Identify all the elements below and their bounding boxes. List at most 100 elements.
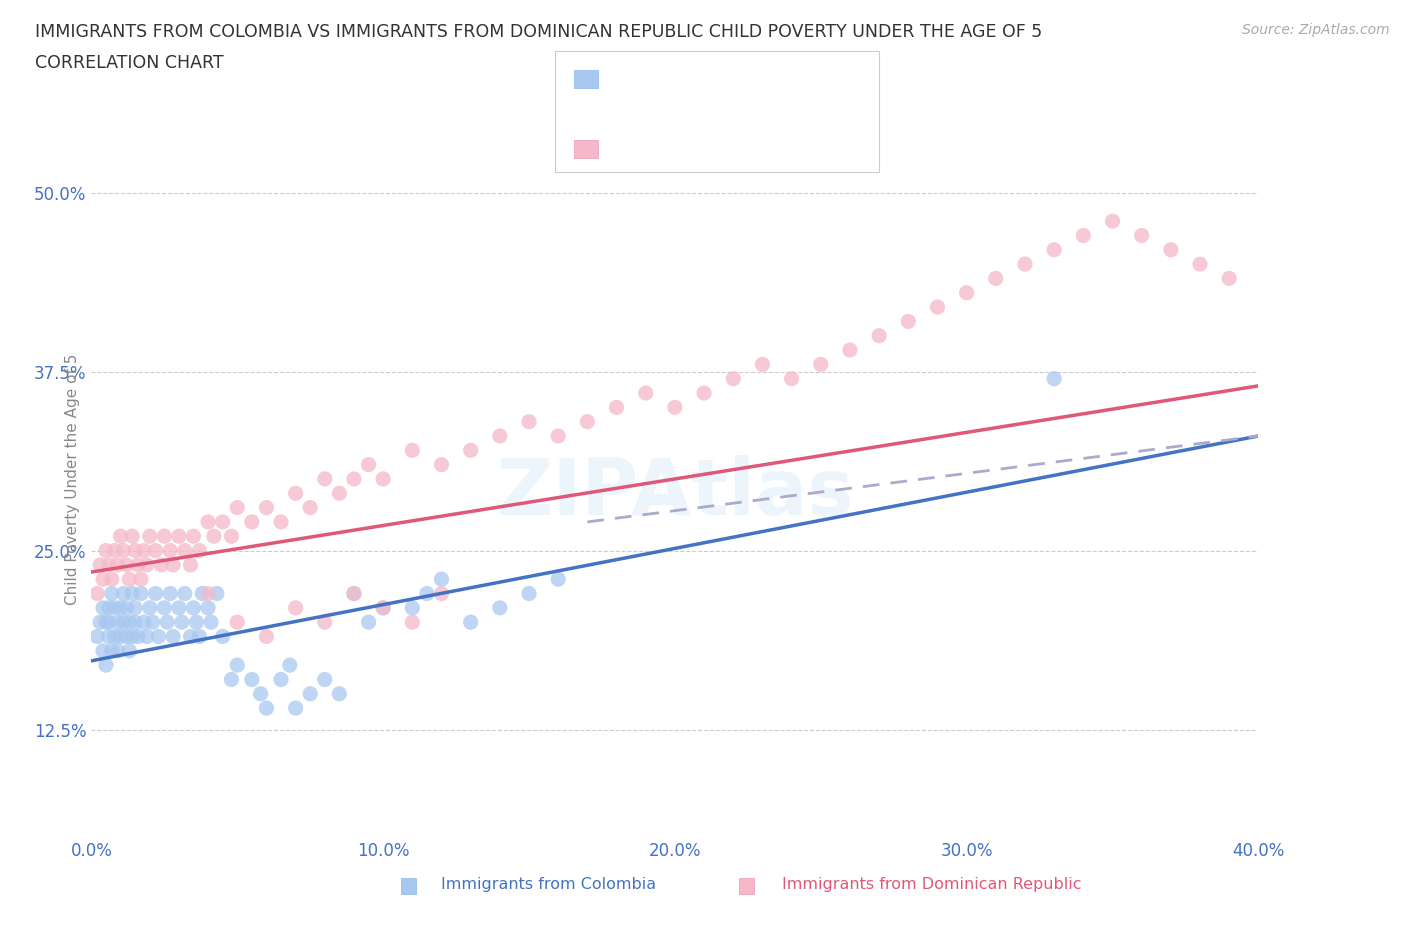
Point — [170, 615, 193, 630]
Point — [183, 529, 205, 544]
Point — [180, 629, 202, 644]
Text: IMMIGRANTS FROM COLOMBIA VS IMMIGRANTS FROM DOMINICAN REPUBLIC CHILD POVERTY UND: IMMIGRANTS FROM COLOMBIA VS IMMIGRANTS F… — [35, 23, 1042, 41]
Point — [328, 485, 350, 500]
Point — [86, 629, 108, 644]
Point — [101, 572, 124, 587]
Point — [634, 386, 657, 401]
Point — [97, 557, 120, 572]
Point — [416, 586, 439, 601]
Point — [159, 543, 181, 558]
Point — [188, 629, 211, 644]
Point — [314, 472, 336, 486]
Point — [153, 601, 176, 616]
Point — [240, 672, 263, 687]
Point — [284, 485, 307, 500]
Point — [97, 615, 120, 630]
Point — [226, 658, 249, 672]
Point — [104, 543, 127, 558]
Point — [723, 371, 745, 386]
Point — [489, 601, 512, 616]
Point — [547, 429, 569, 444]
Bar — [401, 878, 416, 894]
Point — [780, 371, 803, 386]
Point — [254, 700, 277, 715]
Point — [1160, 243, 1182, 258]
Point — [183, 601, 205, 616]
Point — [1014, 257, 1036, 272]
Point — [517, 414, 540, 429]
Point — [314, 672, 336, 687]
Point — [343, 586, 366, 601]
Point — [138, 529, 162, 544]
Point — [576, 414, 599, 429]
Point — [211, 629, 233, 644]
Text: N = 82: N = 82 — [752, 140, 814, 158]
Point — [115, 629, 138, 644]
Point — [357, 458, 380, 472]
Point — [132, 543, 155, 558]
Point — [202, 529, 225, 544]
Point — [254, 500, 277, 515]
Point — [138, 601, 162, 616]
Point — [188, 543, 211, 558]
Point — [460, 443, 482, 458]
Point — [838, 342, 860, 357]
Point — [107, 615, 129, 630]
Point — [94, 543, 117, 558]
Point — [1043, 243, 1066, 258]
Point — [1043, 371, 1066, 386]
Point — [1189, 257, 1212, 272]
Point — [156, 615, 179, 630]
Point — [270, 514, 292, 529]
Point — [124, 543, 146, 558]
Point — [343, 586, 366, 601]
Point — [751, 357, 773, 372]
Point — [927, 299, 949, 314]
Point — [115, 601, 138, 616]
Text: R = 0.267: R = 0.267 — [607, 140, 699, 158]
Point — [142, 615, 165, 630]
Point — [226, 615, 249, 630]
Point — [124, 601, 146, 616]
Point — [112, 586, 135, 601]
Point — [371, 601, 394, 616]
Point — [167, 529, 190, 544]
Text: ZIPAtlas: ZIPAtlas — [496, 456, 853, 531]
Point — [101, 644, 124, 658]
Point — [314, 615, 336, 630]
Point — [121, 529, 143, 544]
Point — [97, 601, 120, 616]
Point — [1130, 228, 1153, 243]
Point — [343, 472, 366, 486]
Point — [129, 572, 152, 587]
Point — [118, 615, 141, 630]
Point — [110, 601, 132, 616]
Point — [173, 543, 195, 558]
Point — [112, 615, 135, 630]
Point — [205, 586, 228, 601]
Point — [132, 615, 155, 630]
Point — [86, 586, 108, 601]
Point — [897, 314, 920, 329]
Point — [110, 629, 132, 644]
Point — [254, 629, 277, 644]
Point — [517, 586, 540, 601]
Point — [430, 458, 453, 472]
Point — [121, 586, 143, 601]
Point — [693, 386, 716, 401]
Point — [180, 557, 202, 572]
Point — [148, 629, 170, 644]
Point — [664, 400, 686, 415]
Y-axis label: Child Poverty Under the Age of 5: Child Poverty Under the Age of 5 — [65, 353, 80, 604]
Point — [357, 615, 380, 630]
Point — [430, 586, 453, 601]
Point — [153, 529, 176, 544]
Point — [89, 615, 111, 630]
Point — [118, 572, 141, 587]
Point — [104, 601, 127, 616]
Point — [121, 629, 143, 644]
Point — [226, 500, 249, 515]
Point — [810, 357, 832, 372]
Point — [94, 615, 117, 630]
Point — [489, 429, 512, 444]
